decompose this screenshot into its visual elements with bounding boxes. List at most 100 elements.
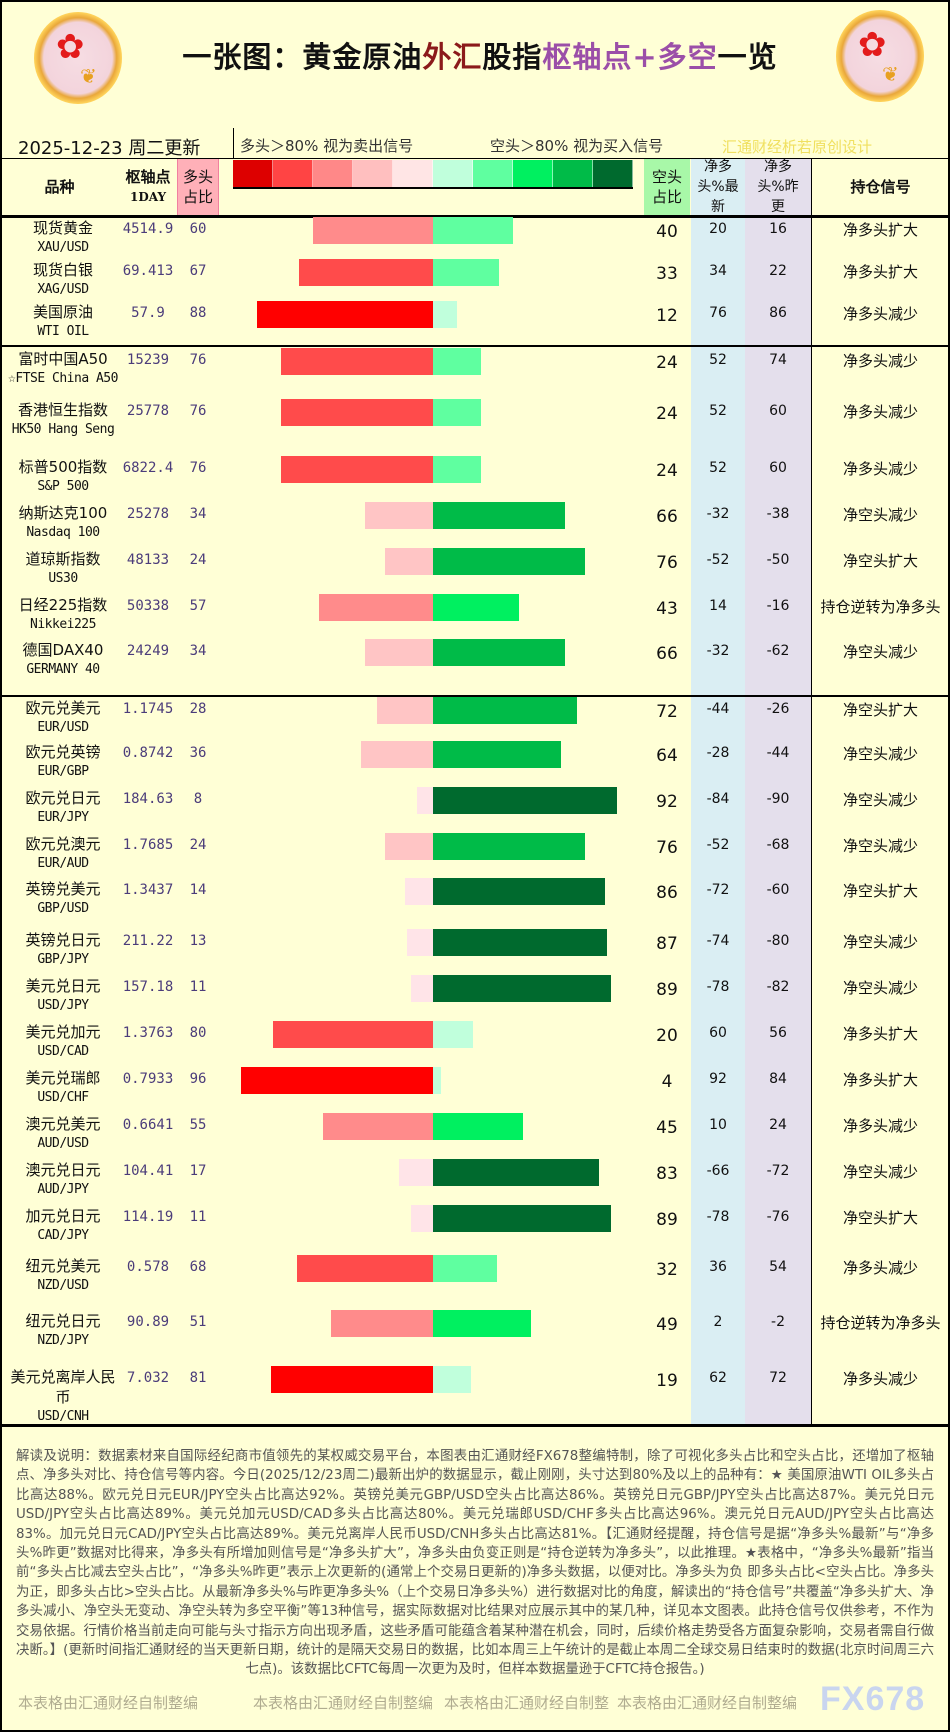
instrument-cn-name: 美元兑加元 [25,1023,101,1041]
position-signal: 净空头扩大 [842,882,918,900]
position-signal: 净多头减少 [842,1370,918,1388]
instrument-cn-name: 美元兑日元 [25,977,101,995]
short-pct: 32 [656,1260,678,1280]
pivot-value: 15239 [126,352,170,368]
instrument-code: USD/CNH [37,1409,89,1424]
header-net-latest: 净多头%最新 [697,159,739,215]
position-signal: 净多头减少 [842,1117,918,1135]
instrument-name: 澳元兑日元 AUD/JPY [4,1160,122,1200]
position-signal: 净空头减少 [842,791,918,809]
short-pct: 4 [661,1072,673,1092]
pivot-value: 50338 [126,598,170,614]
position-signal: 净空头减少 [842,979,918,997]
instrument-cn-name: 欧元兑日元 [25,789,101,807]
instrument-code: EUR/AUD [37,856,89,871]
net-latest: -78 [706,979,730,995]
short-pct: 20 [656,1026,678,1046]
header-net-prev: 净多头%昨更 [757,159,799,215]
instrument-name: 英镑兑日元 GBP/JPY [4,930,122,970]
pivot-value: 0.6641 [122,1117,174,1133]
short-bar [433,1113,523,1140]
short-pct: 19 [656,1371,678,1391]
net-latest: -74 [706,933,730,949]
divider [233,128,234,158]
update-date: 2025-12-23 周二更新 [18,138,201,159]
title-part: 股指 [482,40,543,74]
instrument-name: 纽元兑日元 NZD/JPY [4,1311,122,1351]
net-latest: -78 [706,1209,730,1225]
short-pct: 43 [656,599,678,619]
instrument-code: AUD/JPY [37,1182,89,1197]
instrument-name: 英镑兑美元 GBP/USD [4,879,122,919]
pivot-value: 104.41 [122,1163,174,1179]
net-prev: 56 [769,1025,787,1041]
position-signal: 净多头减少 [842,1259,918,1277]
net-latest: 60 [709,1025,727,1041]
long-bar [399,1159,433,1186]
signal-divider [811,158,812,1425]
long-pct: 80 [189,1025,207,1041]
instrument-code: Nasdaq 100 [26,525,100,540]
instrument-name: 美元兑加元 USD/CAD [4,1022,122,1062]
long-bar [273,1021,433,1048]
long-bar [297,1255,433,1282]
instrument-cn-name: 美元兑离岸人民币 [10,1368,116,1406]
flower-icon: ✿ [858,25,887,65]
net-prev: -82 [766,979,790,995]
net-prev: -16 [766,598,790,614]
title-part: 一张图：黄金原油 [182,40,423,74]
net-latest: 34 [709,263,727,279]
instrument-name: 美元兑日元 USD/JPY [4,976,122,1016]
instrument-code: ☆FTSE China A50 [8,371,118,386]
net-latest: -66 [706,1163,730,1179]
short-pct: 76 [656,553,678,573]
pivot-value: 157.18 [122,979,174,995]
short-pct: 72 [656,702,678,722]
instrument-cn-name: 美元兑瑞郎 [25,1069,101,1087]
page-title: 一张图：黄金原油外汇股指枢轴点+多空一览 [140,34,820,76]
pivot-value: 0.7933 [122,1071,174,1087]
position-signal: 持仓逆转为净多头 [820,598,941,616]
position-signal: 净空头扩大 [842,1209,918,1227]
short-bar [433,1310,531,1337]
net-prev: -50 [766,552,790,568]
net-prev: 86 [769,305,787,321]
instrument-code: XAG/USD [37,282,89,297]
pivot-value: 1.1745 [122,701,174,717]
short-bar [433,502,565,529]
long-pct: 13 [189,933,207,949]
instrument-code: USD/JPY [37,998,89,1013]
short-pct: 83 [656,1164,678,1184]
short-bar [433,787,617,814]
net-latest: 10 [709,1117,727,1133]
net-prev-column-bg [745,158,811,1425]
short-pct: 33 [656,264,678,284]
position-signal: 净多头扩大 [842,1025,918,1043]
instrument-cn-name: 香港恒生指数 [17,401,108,419]
pivot-value: 1.7685 [122,837,174,853]
legend-color-box [393,160,433,188]
net-prev: -62 [766,643,790,659]
short-bar [433,878,605,905]
long-pct: 11 [189,979,207,995]
long-bar [257,301,433,328]
short-bar [433,594,519,621]
short-pct: 40 [656,222,678,242]
instrument-name: 现货白银 XAG/USD [4,260,122,300]
short-bar [433,639,565,666]
net-prev: 84 [769,1071,787,1087]
instrument-code: NZD/JPY [37,1333,89,1348]
instrument-code: EUR/JPY [37,810,89,825]
instrument-cn-name: 欧元兑澳元 [25,835,101,853]
net-prev: -90 [766,791,790,807]
net-latest: 52 [709,460,727,476]
long-bar [241,1067,433,1094]
short-bar [433,1159,599,1186]
long-bar [281,348,433,375]
long-pct: 34 [189,643,207,659]
flower-icon: ✿ [56,27,85,67]
short-bar [433,975,611,1002]
short-bar [433,1021,473,1048]
position-signal: 净空头扩大 [842,552,918,570]
